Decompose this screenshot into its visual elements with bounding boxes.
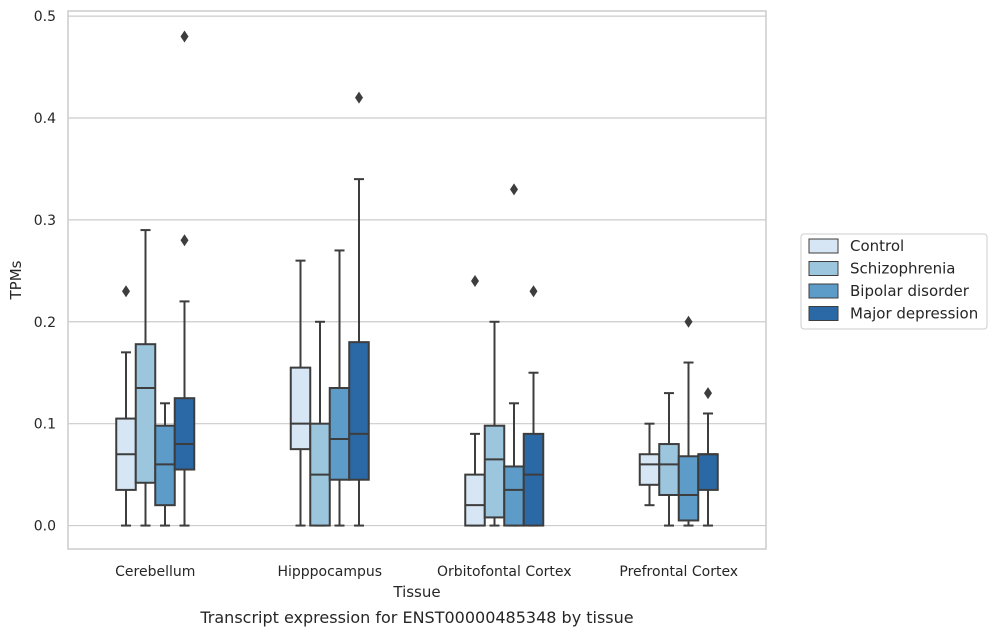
- box-body: [289, 366, 312, 451]
- outlier-point: [684, 315, 693, 328]
- box-body: [522, 432, 545, 527]
- box-major-depression: [348, 91, 370, 527]
- box-major-depression: [522, 285, 545, 527]
- box-body: [697, 453, 719, 491]
- y-tick-label: 0.3: [34, 213, 56, 229]
- box-body: [638, 453, 661, 486]
- chart-caption: Transcript expression for ENST0000048534…: [199, 608, 633, 627]
- box-body: [464, 473, 486, 527]
- y-tick-label: 0.4: [34, 111, 56, 127]
- legend: Control Schizophrenia Bipolar disorder Majo…: [800, 233, 988, 330]
- box-body: [677, 455, 700, 522]
- legend-frame: [800, 233, 988, 330]
- outlier-point: [510, 183, 518, 196]
- box-schizophrenia: [483, 320, 506, 527]
- y-tick-label: 0.1: [34, 417, 56, 433]
- box-body: [483, 424, 506, 519]
- x-tick-label: Hipppocampus: [277, 564, 382, 580]
- box-major-depression: [173, 30, 196, 527]
- box-control: [464, 275, 486, 527]
- outlier-point: [122, 285, 130, 298]
- box-body: [134, 343, 157, 484]
- x-tick-label: Cerebellum: [115, 564, 195, 580]
- box-bipolar-disorder: [677, 315, 700, 527]
- x-tick-label: Prefrontal Cortex: [619, 564, 738, 580]
- legend-swatch: [808, 306, 839, 321]
- outlier-point: [180, 30, 189, 43]
- box-major-depression: [697, 387, 719, 527]
- plot-frame: [67, 10, 767, 550]
- y-axis-label: TPMs: [7, 260, 25, 300]
- legend-swatch: [808, 283, 839, 299]
- box-body: [348, 341, 370, 481]
- outlier-point: [355, 91, 363, 104]
- box-body: [658, 443, 680, 496]
- y-tick-label: 0.2: [34, 315, 56, 331]
- legend-label: Control: [850, 237, 904, 255]
- box-body: [173, 397, 196, 471]
- box-plot-series: [115, 30, 719, 527]
- legend-label: Major depression: [850, 305, 978, 323]
- outlier-point: [704, 387, 712, 400]
- x-tick-labels: Cerebellum Hipppocampus Orbitofontal Corte…: [115, 564, 738, 580]
- outlier-point: [529, 285, 538, 298]
- x-axis-label: Tissue: [392, 583, 440, 601]
- y-tick-labels: 0.0 0.1 0.2 0.3 0.4 0.5: [34, 9, 56, 534]
- box-control: [289, 259, 312, 527]
- box-bipolar-disorder: [328, 249, 351, 527]
- box-body: [154, 424, 176, 507]
- legend-swatch: [808, 261, 839, 276]
- y-tick-label: 0.5: [34, 9, 56, 25]
- box-bipolar-disorder: [154, 402, 176, 527]
- legend-label: Schizophrenia: [850, 260, 955, 278]
- box-body: [503, 465, 525, 527]
- outlier-point: [471, 275, 479, 288]
- box-schizophrenia: [134, 229, 157, 527]
- box-control: [115, 285, 137, 527]
- box-body: [328, 387, 351, 481]
- x-tick-label: Orbitofontal Cortex: [437, 564, 572, 580]
- legend-swatch: [808, 238, 839, 254]
- y-tick-label: 0.0: [34, 519, 56, 535]
- legend-label: Bipolar disorder: [850, 282, 970, 300]
- outlier-point: [180, 234, 189, 247]
- box-control: [638, 422, 661, 507]
